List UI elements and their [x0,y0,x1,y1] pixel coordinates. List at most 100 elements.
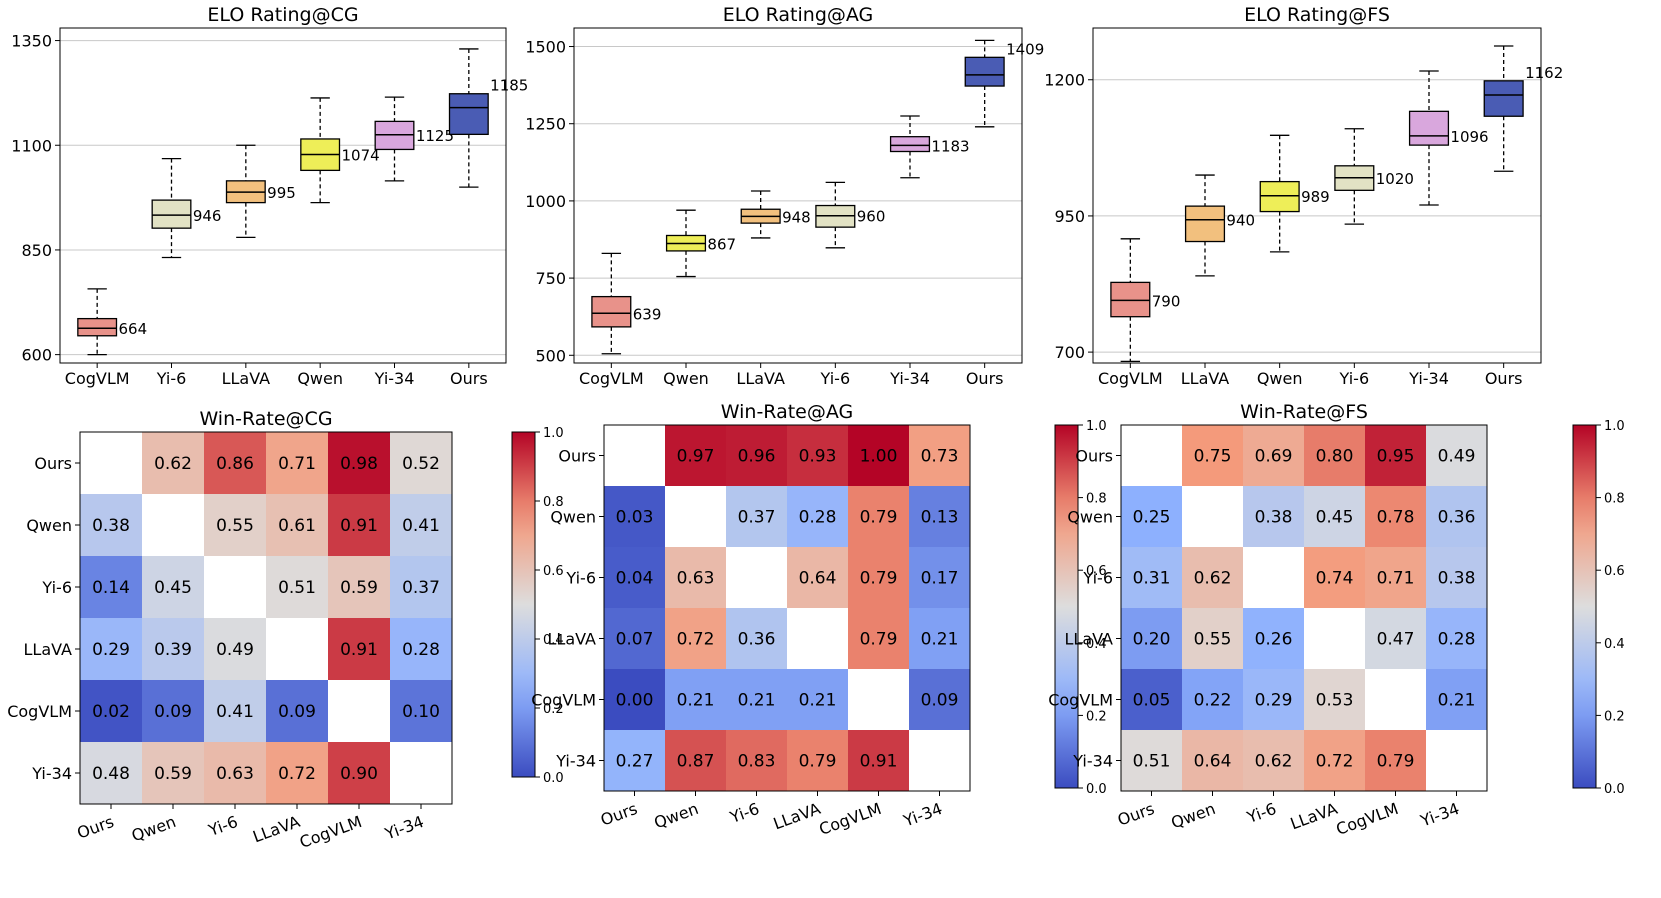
cell-value-label: 0.21 [677,691,715,711]
colorbar-tick-label: 0.8 [1086,492,1107,507]
median-value-label: 946 [193,207,222,225]
cell-value-label: 0.22 [1194,691,1232,711]
cell-value-label: 0.98 [340,454,378,474]
heatmap-cell [604,608,665,669]
cell-value-label: 0.20 [1133,630,1171,650]
heatmap-cell [787,669,848,730]
cell-value-label: 0.04 [616,569,654,589]
x-tick-label: CogVLM [65,369,130,388]
heatmap-cell [787,486,848,547]
cell-value-label: 0.83 [738,752,776,772]
cell-value-label: 0.02 [92,702,130,722]
row-label: Yi-6 [1082,569,1113,588]
cell-value-label: 0.37 [402,578,440,598]
heatmap-cell [390,432,452,494]
heatmap-cell [1121,608,1182,669]
y-tick-label: 1350 [11,32,52,51]
heatmap-cell [142,680,204,742]
col-label: Yi-6 [727,799,762,827]
y-tick-label: 850 [21,241,52,260]
heatmap-cell [665,486,726,547]
colorbar-tick-label: 1.0 [1604,419,1625,434]
heatmap-cell [1304,425,1365,486]
heatmap-cell [1304,547,1365,608]
heatmap-frame [1120,424,1488,792]
cell-value-label: 0.64 [799,569,837,589]
heatmap-cell [1426,669,1487,730]
heatmap-cell [1365,730,1426,791]
y-tick-label: 500 [535,346,566,365]
heatmap-cell [390,556,452,618]
y-tick-label: 700 [1054,343,1085,362]
col-label: Qwen [129,812,178,845]
colorbar [1054,424,1079,789]
heatmap-cell [726,486,787,547]
cell-value-label: 0.49 [1438,447,1476,467]
colorbar-tick-label: 0.2 [543,702,564,717]
cell-value-label: 0.59 [154,764,192,784]
heatmap-cell [390,618,452,680]
cell-value-label: 0.45 [154,578,192,598]
heatmap-cell [1121,730,1182,791]
median-value-label: 989 [1301,188,1330,206]
cell-value-label: 0.53 [1316,691,1354,711]
cell-value-label: 0.37 [738,508,776,528]
heatmap-cell [726,730,787,791]
cell-value-label: 0.09 [154,702,192,722]
cell-value-label: 0.73 [921,447,959,467]
col-label: Ours [598,799,640,830]
y-tick-label: 1100 [11,136,52,155]
row-label: CogVLM [531,691,596,710]
col-label: Yi-6 [205,812,240,840]
cell-value-label: 0.21 [1438,691,1476,711]
cell-value-label: 0.36 [1438,508,1476,528]
heatmap-cell [80,618,142,680]
cell-value-label: 0.05 [1133,691,1171,711]
cell-value-label: 0.27 [616,752,654,772]
cell-value-label: 0.79 [799,752,837,772]
heatmap-cell [266,742,328,804]
heatmap-cell [142,432,204,494]
y-tick-label: 950 [1054,207,1085,226]
cell-value-label: 0.28 [402,640,440,660]
cell-value-label: 0.91 [860,752,898,772]
median-value-label: 1409 [1006,40,1044,58]
heatmap-cell [909,425,970,486]
heatmap-cell [1121,486,1182,547]
median-value-label: 1185 [490,77,528,95]
median-value-label: 639 [633,305,662,323]
chart-title: ELO Rating@CG [207,4,358,26]
row-label: Ours [558,447,596,466]
box-cogvlm [591,295,632,328]
cell-value-label: 0.49 [216,640,254,660]
box-ours [964,56,1005,87]
cell-value-label: 0.36 [738,630,776,650]
x-tick-label: Ours [966,369,1004,388]
cell-value-label: 0.93 [799,447,837,467]
cell-value-label: 0.55 [1194,630,1232,650]
cell-value-label: 0.07 [616,630,654,650]
box-llava [1184,205,1226,243]
median-value-label: 948 [782,208,811,226]
heatmap-cell [1243,730,1304,791]
x-tick-label: Yi-34 [374,369,415,388]
cell-value-label: 0.71 [278,454,316,474]
cell-value-label: 0.72 [1316,752,1354,772]
heatmap-cell [848,486,909,547]
boxplot-panel-2: ELO Rating@AG 500 750 1000 1250 1500 639 CogVLM… [525,4,1044,388]
heatmap-cell [1243,608,1304,669]
cell-value-label: 0.38 [1255,508,1293,528]
heatmap-cell [1426,547,1487,608]
heatmap-cell [726,669,787,730]
heatmap-cell [328,742,390,804]
cell-value-label: 0.75 [1194,447,1232,467]
cell-value-label: 0.97 [677,447,715,467]
cell-value-label: 0.63 [677,569,715,589]
cell-value-label: 0.95 [1377,447,1415,467]
cell-value-label: 0.09 [921,691,959,711]
heatmap-cell [1243,547,1304,608]
cell-value-label: 0.31 [1133,569,1171,589]
plot-frame [1092,27,1542,364]
box-ours [448,93,489,136]
